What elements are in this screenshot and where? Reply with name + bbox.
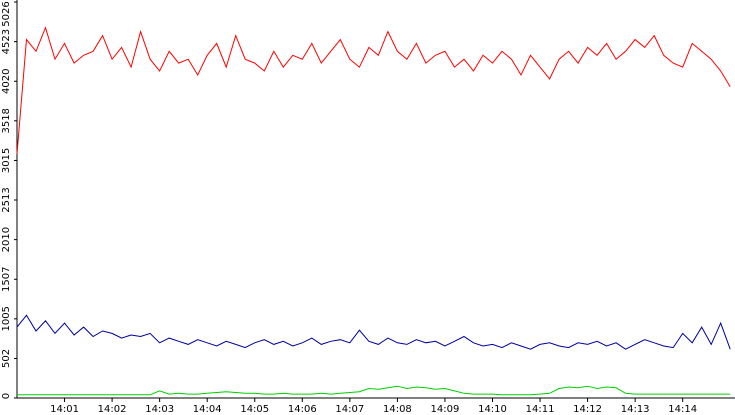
x-tick-label: 14:14 — [668, 404, 697, 415]
y-tick-label: 2513 — [1, 187, 12, 212]
y-tick-label: 5026 — [1, 1, 12, 26]
y-tick-label: 4523 — [1, 29, 12, 54]
y-tick-label: 3518 — [1, 108, 12, 133]
x-tick-label: 14:03 — [145, 404, 174, 415]
y-tick-label: 4020 — [1, 69, 12, 94]
x-tick-label: 14:05 — [240, 404, 269, 415]
x-tick-label: 14:09 — [431, 404, 460, 415]
x-tick-label: 14:04 — [193, 404, 222, 415]
y-tick-label: 0 — [1, 393, 12, 399]
y-tick-label: 502 — [1, 349, 12, 368]
x-tick-label: 14:10 — [478, 404, 507, 415]
x-tick-label: 14:01 — [50, 404, 79, 415]
x-tick-label: 14:12 — [573, 404, 602, 415]
y-tick-label: 1507 — [1, 267, 12, 292]
x-tick-label: 14:08 — [383, 404, 412, 415]
x-tick-label: 14:07 — [335, 404, 364, 415]
x-tick-label: 14:11 — [526, 404, 555, 415]
series-line — [16, 314, 731, 350]
y-tick-label: 1005 — [1, 306, 12, 331]
x-tick-label: 14:06 — [288, 404, 317, 415]
y-tick-label: 2010 — [1, 227, 12, 252]
y-tick-label: 3015 — [1, 148, 12, 173]
x-tick-label: 14:02 — [98, 404, 127, 415]
x-tick-label: 14:13 — [621, 404, 650, 415]
series-line — [16, 26, 731, 154]
series-line — [17, 385, 731, 396]
